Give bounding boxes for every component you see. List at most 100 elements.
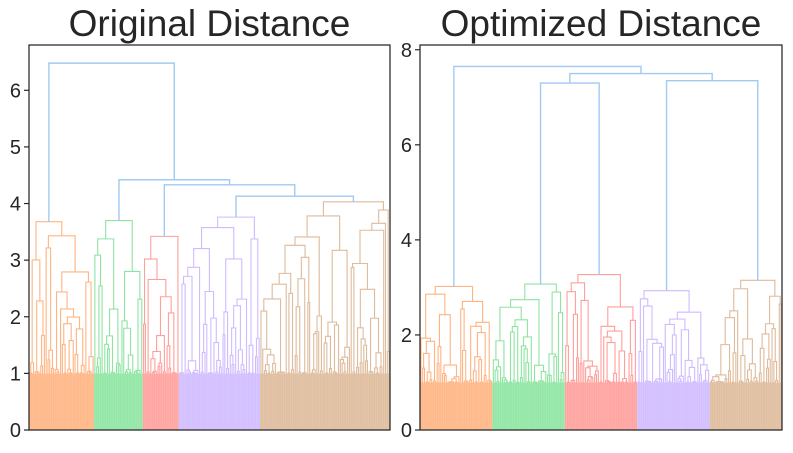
cluster-link (306, 215, 341, 251)
top-merge-link-4 (453, 65, 642, 287)
cluster-link (36, 300, 44, 372)
cluster-link (733, 288, 749, 339)
cluster-link (204, 290, 215, 325)
cluster-link (254, 356, 258, 374)
cluster-leaf-band-4 (637, 382, 710, 430)
cluster-link (374, 367, 378, 374)
cluster-link (242, 369, 246, 374)
cluster-link (489, 381, 493, 383)
cluster-link (557, 312, 564, 383)
cluster-link (551, 291, 562, 354)
cluster-link (156, 335, 165, 372)
y-tick-label: 4 (10, 194, 21, 216)
cluster-link (236, 370, 240, 374)
y-tick-label: 8 (401, 40, 412, 62)
cluster-link (171, 372, 176, 374)
cluster-link (748, 363, 756, 378)
cluster-link (147, 278, 167, 373)
cluster-link (761, 333, 770, 360)
cluster-link (80, 364, 85, 374)
cluster-link (222, 334, 226, 374)
cluster-link (284, 244, 306, 274)
cluster-link (478, 359, 483, 383)
cluster-link (749, 380, 753, 383)
dendrogram-panel-1: 0 1 2 3 4 5 6 (10, 44, 391, 442)
cluster-link (766, 367, 769, 383)
y-tick-label: 6 (401, 135, 412, 157)
cluster-link (613, 372, 617, 383)
cluster-link (128, 371, 132, 374)
cluster-link (152, 350, 161, 364)
cluster-link (753, 377, 758, 383)
cluster-link (333, 324, 340, 374)
cluster-link (260, 310, 268, 374)
cluster-link (732, 352, 737, 383)
cluster-link (302, 372, 307, 374)
cluster-link (646, 338, 658, 382)
top-merge-link-3 (569, 72, 713, 84)
cluster-leaf-band-1 (29, 373, 94, 430)
cluster-link (327, 321, 338, 337)
cluster-link (495, 340, 505, 378)
cluster-link (61, 271, 90, 292)
cluster-link (146, 371, 150, 374)
cluster-link (191, 372, 196, 374)
cluster-link (298, 371, 302, 374)
cluster-link (483, 374, 487, 383)
cluster-link (644, 380, 650, 383)
cluster-link (40, 365, 44, 374)
cluster-link (231, 327, 237, 374)
cluster-link (137, 298, 143, 374)
cluster-link (66, 316, 81, 329)
cluster-link (379, 366, 383, 374)
cluster-link (181, 283, 186, 374)
cluster-link (773, 361, 778, 383)
cluster-link (264, 370, 267, 374)
cluster-link (533, 364, 545, 382)
cluster-branches-1 (420, 285, 493, 430)
cluster-leaf-band-5 (260, 373, 390, 430)
dendrogram-panel-2: 0 2 4 6 8 (401, 40, 783, 442)
cluster-link (643, 290, 690, 313)
cluster-link (461, 349, 467, 383)
cluster-link (323, 342, 328, 374)
cluster-link (150, 235, 179, 374)
cluster-link (684, 359, 693, 383)
cluster-link (425, 293, 446, 339)
cluster-link (291, 368, 294, 374)
top-merge-link-2 (665, 79, 759, 291)
cluster-link (559, 379, 563, 383)
cluster-link (313, 333, 318, 374)
cluster-link (472, 370, 477, 383)
cluster-link (203, 323, 208, 374)
cluster-link (606, 341, 616, 381)
cluster-link (208, 372, 213, 374)
cluster-link (724, 317, 736, 353)
cluster-link (511, 326, 519, 383)
cluster-link (45, 247, 52, 374)
cluster-link (699, 374, 703, 383)
cluster-link (476, 332, 486, 376)
cluster-link (728, 370, 731, 383)
cluster-link (622, 377, 627, 383)
cluster-link (68, 339, 74, 374)
cluster-link (496, 381, 500, 383)
cluster-link (571, 379, 576, 383)
cluster-link (61, 344, 66, 374)
cluster-link (697, 357, 705, 383)
cluster-link (618, 350, 626, 383)
cluster-link (429, 379, 433, 383)
cluster-link (288, 292, 294, 374)
cluster-link (30, 362, 35, 374)
cluster-link (87, 370, 91, 374)
cluster-link (638, 350, 643, 383)
cluster-link (461, 300, 484, 323)
cluster-link (606, 381, 611, 383)
cluster-link (236, 298, 248, 374)
cluster-link (56, 371, 60, 374)
cluster-link (250, 238, 259, 346)
cluster-link (594, 374, 598, 383)
cluster-link (54, 368, 59, 374)
cluster-link (143, 258, 158, 325)
